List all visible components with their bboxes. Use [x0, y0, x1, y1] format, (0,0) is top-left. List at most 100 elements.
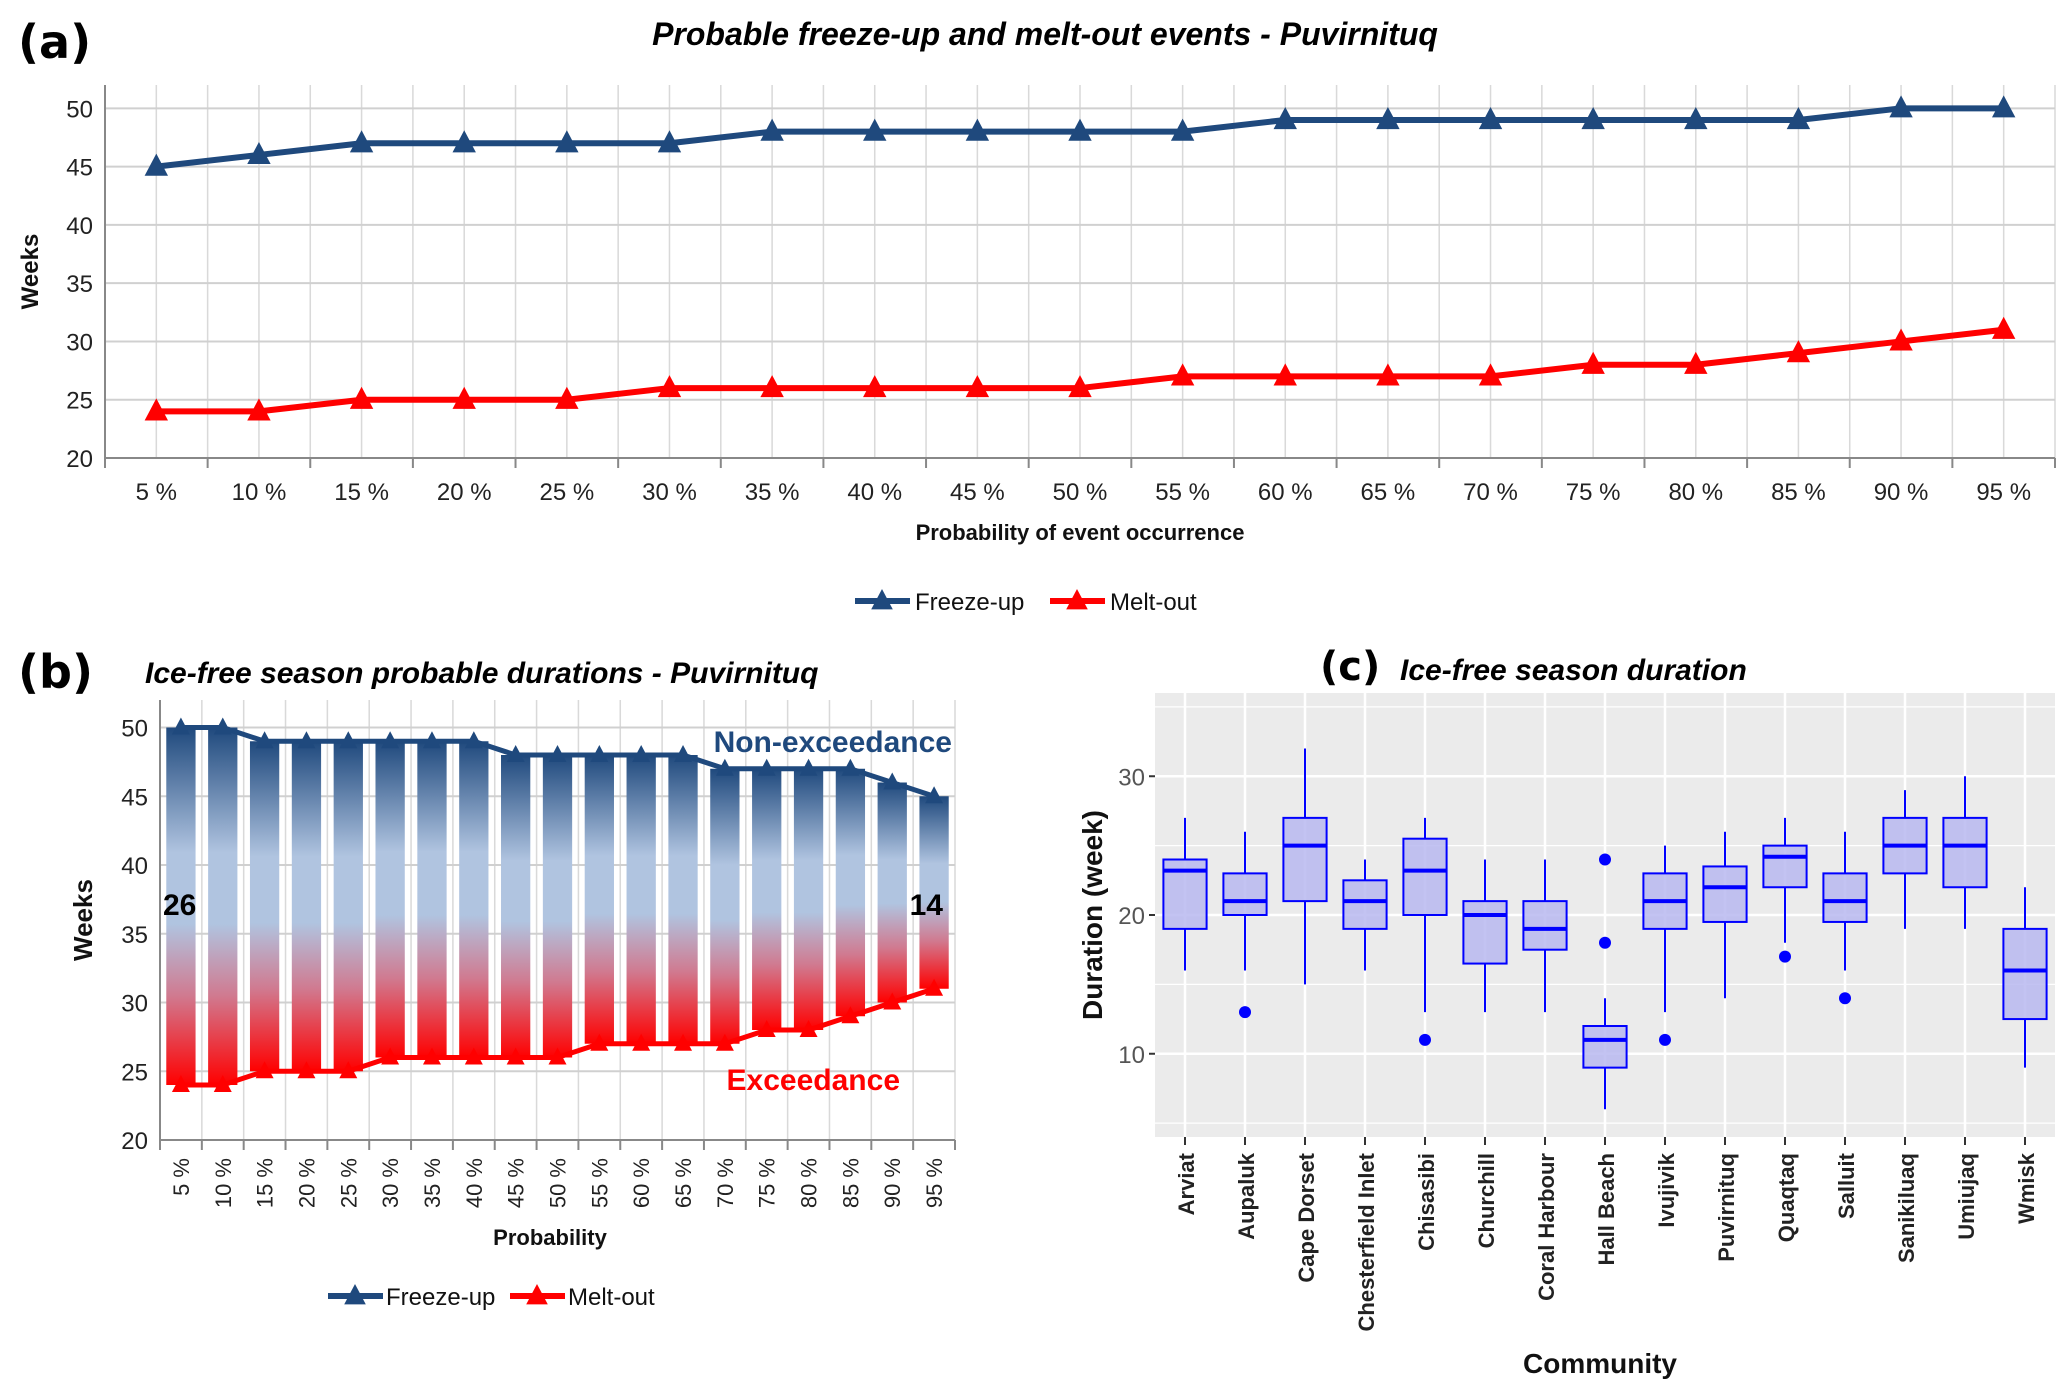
legend: Freeze-up Melt-out [855, 589, 1197, 616]
data-point-freeze-up [213, 717, 232, 735]
legend-label: Melt-out [1110, 589, 1197, 616]
x-tick-label: Coral Harbour [1534, 1153, 1559, 1301]
box-iqr [1342, 879, 1388, 930]
outlier-point [1419, 1033, 1431, 1046]
data-point-freeze-up [1991, 95, 2016, 118]
legend-marker [1066, 589, 1088, 610]
x-tick-label: 30 % [378, 1158, 403, 1208]
data-point-freeze-up [799, 758, 818, 776]
data-point-melt-out [883, 992, 902, 1010]
bar [249, 741, 280, 1072]
outlier-point [1779, 950, 1791, 963]
data-point-freeze-up [255, 731, 274, 749]
box-quaqtaq [1762, 817, 1808, 963]
x-tick-label: 65 % [671, 1158, 696, 1208]
x-tick-label: 80 % [1668, 479, 1723, 506]
bar [375, 741, 405, 1058]
data-point-freeze-up [965, 118, 990, 141]
x-axis-title: Community [1523, 1348, 1677, 1379]
data-point-melt-out [799, 1020, 818, 1037]
data-point-freeze-up [349, 130, 374, 153]
data-point-freeze-up [247, 141, 271, 165]
data-point-freeze-up [1581, 106, 1605, 130]
data-point-melt-out [1684, 351, 1708, 374]
data-point-freeze-up [171, 717, 190, 735]
data-point-freeze-up [632, 745, 651, 762]
x-tick-label: 85 % [1771, 479, 1826, 506]
data-point-melt-out [548, 1047, 567, 1065]
data-point-melt-out [171, 1075, 190, 1092]
data-point-melt-out [144, 398, 169, 421]
outlier-point [1659, 1033, 1671, 1046]
data-point-freeze-up [1170, 118, 1195, 141]
data-point-freeze-up [841, 758, 860, 776]
bar [459, 741, 489, 1058]
y-tick-label: 30 [1118, 764, 1145, 791]
y-tick-label: 20 [1118, 903, 1145, 930]
x-tick-label: 55 % [587, 1158, 612, 1208]
data-point-freeze-up [657, 130, 682, 153]
x-tick-label: Arviat [1174, 1152, 1199, 1215]
data-point-freeze-up [548, 745, 567, 762]
data-point-freeze-up [925, 786, 944, 804]
legend-marker [526, 1284, 548, 1305]
box-chisasibi [1402, 817, 1448, 1046]
x-tick-label: 95 % [1976, 479, 2031, 506]
x-tick-label: 25 % [539, 479, 594, 506]
y-tick-label: 50 [121, 716, 148, 743]
data-point-melt-out [1376, 363, 1400, 386]
x-tick-label: Umiujaq [1954, 1153, 1979, 1240]
data-point-freeze-up [590, 745, 609, 762]
y-tick-label: 30 [121, 991, 148, 1018]
x-tick-label: 60 % [629, 1158, 654, 1208]
data-point-melt-out [757, 1020, 776, 1037]
data-point-freeze-up [863, 118, 887, 141]
annotation-exceedance: Exceedance [727, 1064, 900, 1097]
data-point-freeze-up [715, 758, 734, 776]
outlier-point [1239, 1006, 1251, 1019]
box-iqr [1522, 900, 1568, 951]
data-point-melt-out [1889, 328, 1913, 351]
x-tick-label: 25 % [336, 1158, 361, 1208]
bar [501, 755, 531, 1058]
data-point-freeze-up [506, 745, 525, 762]
y-tick-label: 50 [66, 96, 93, 123]
box-churchill [1462, 859, 1508, 1013]
x-tick-label: 70 % [1463, 479, 1518, 506]
bar [584, 755, 614, 1044]
x-tick-label: 5 % [169, 1158, 194, 1196]
x-tick-label: 5 % [136, 479, 177, 506]
chart-b-title: Ice-free season probable durations - Puv… [145, 657, 818, 690]
data-point-freeze-up [297, 731, 316, 749]
box-puvirnituq [1702, 831, 1748, 999]
box-iqr [1582, 1025, 1628, 1069]
x-tick-label: Churchill [1474, 1153, 1499, 1248]
box-ivujivik [1642, 845, 1688, 1046]
x-tick-label: Cape Dorset [1294, 1152, 1319, 1282]
x-tick-label: Puvirnituq [1714, 1153, 1739, 1262]
chart-a-title: Probable freeze-up and melt-out events -… [652, 16, 1438, 52]
data-point-freeze-up [1786, 106, 1811, 130]
x-tick-label: 35 % [745, 479, 800, 506]
data-point-freeze-up [1273, 106, 1297, 130]
legend-label: Freeze-up [386, 1284, 495, 1311]
x-tick-label: 45 % [950, 479, 1005, 506]
bar [752, 768, 782, 1030]
data-point-freeze-up [674, 745, 693, 762]
data-point-melt-out [1273, 363, 1297, 386]
data-point-melt-out [1170, 363, 1195, 386]
bar [333, 741, 363, 1072]
bar [919, 796, 949, 989]
data-point-melt-out [841, 1006, 860, 1024]
x-tick-label: 20 % [294, 1158, 319, 1208]
data-point-melt-out [506, 1047, 525, 1065]
x-tick-label: 55 % [1155, 479, 1210, 506]
x-tick-label: 40 % [847, 479, 902, 506]
data-point-freeze-up [339, 731, 358, 749]
data-point-melt-out [297, 1061, 316, 1079]
x-tick-label: Salluit [1834, 1152, 1859, 1219]
bar [417, 741, 447, 1058]
chart-a: 20 25 30 35 40 45 50 5 % 10 % 15 % 20 % 25 % 30 % 35 … [17, 85, 2056, 616]
box-wmisk [2002, 887, 2048, 1068]
